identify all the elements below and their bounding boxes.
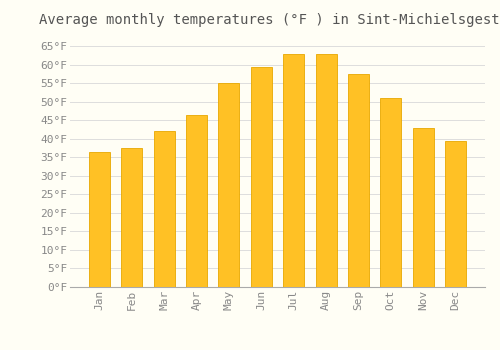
Title: Average monthly temperatures (°F ) in Sint-Michielsgestel: Average monthly temperatures (°F ) in Si… xyxy=(39,13,500,27)
Bar xyxy=(121,148,142,287)
Bar xyxy=(380,98,402,287)
Bar xyxy=(283,54,304,287)
Bar xyxy=(316,54,336,287)
Bar xyxy=(186,115,207,287)
Bar xyxy=(445,141,466,287)
Bar xyxy=(412,128,434,287)
Bar xyxy=(89,152,110,287)
Bar xyxy=(348,74,369,287)
Bar xyxy=(154,131,174,287)
Bar xyxy=(251,66,272,287)
Bar xyxy=(218,83,240,287)
